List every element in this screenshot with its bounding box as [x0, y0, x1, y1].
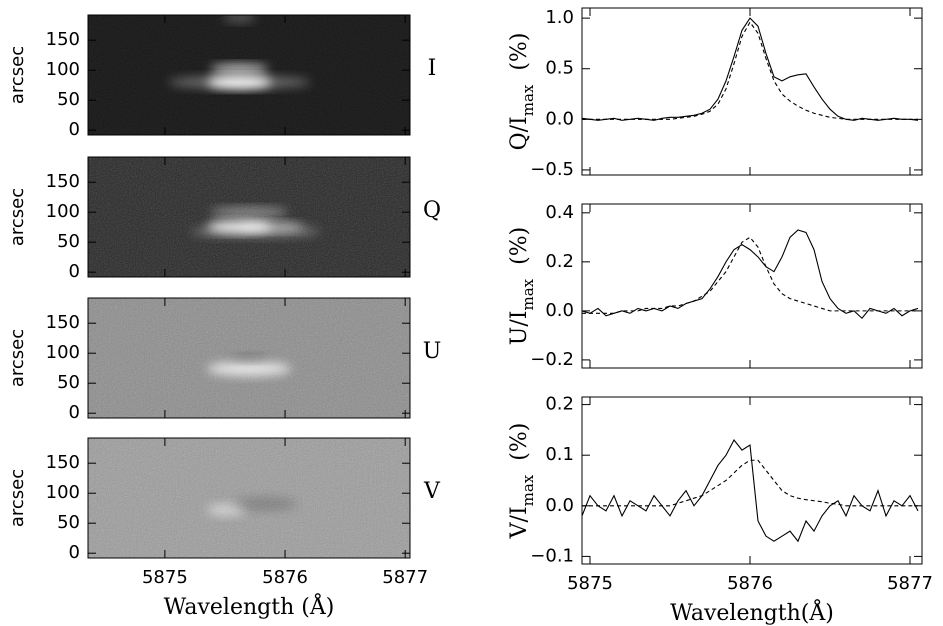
- y-axis-label-sub: max: [519, 84, 537, 116]
- y-tick-label: 100: [46, 201, 80, 222]
- data-line: [582, 459, 918, 507]
- y-axis-label-sub: max: [519, 474, 537, 506]
- y-axis-label: arcsec: [7, 329, 28, 387]
- data-line: [582, 21, 918, 120]
- y-tick-label: 0.1: [545, 444, 574, 465]
- y-tick-label: 150: [46, 29, 80, 50]
- image-noise: [88, 15, 410, 135]
- data-line: [582, 229, 919, 320]
- frame: [581, 7, 923, 176]
- x-tick-label: 5876: [262, 567, 308, 588]
- y-tick-label: 0: [69, 261, 80, 282]
- x-tick-label: 5876: [727, 573, 773, 594]
- y-axis-label: Q/Imax (%): [507, 33, 537, 151]
- x-tick-label: 5875: [567, 573, 613, 594]
- y-axis-label: V/Imax (%): [507, 423, 537, 540]
- y-tick-label: 50: [57, 512, 80, 533]
- frame: [581, 396, 923, 565]
- y-tick-label: 0.2: [545, 251, 574, 272]
- image-noise: [88, 298, 410, 418]
- frame: [87, 437, 411, 559]
- image-features: [88, 157, 410, 277]
- plot-area: [582, 204, 922, 368]
- y-tick-label: 100: [46, 59, 80, 80]
- y-tick-label: 0.0: [545, 108, 574, 129]
- y-tick-label: 1.0: [545, 7, 574, 28]
- image-features: [88, 15, 410, 135]
- y-axis-label: arcsec: [7, 469, 28, 527]
- y-tick-label: −0.1: [530, 545, 574, 566]
- frame: [87, 297, 411, 419]
- y-tick-label: 100: [46, 342, 80, 363]
- image-noise: [88, 157, 410, 277]
- x-axis-label: Wavelength(Å): [670, 598, 834, 626]
- y-tick-label: −0.5: [530, 159, 574, 180]
- y-tick-label: 0: [69, 402, 80, 423]
- y-axis-label-sub: max: [519, 278, 537, 310]
- x-tick-label: 5877: [382, 567, 428, 588]
- y-tick-label: 150: [46, 312, 80, 333]
- frame: [581, 203, 923, 369]
- y-tick-label: 0.0: [545, 495, 574, 516]
- y-tick-label: 0: [69, 119, 80, 140]
- y-axis-label-main: U/I: [507, 311, 532, 346]
- image-features: [88, 298, 410, 418]
- panel-label: Q: [423, 198, 441, 223]
- y-axis-label-main: V/I: [507, 506, 532, 539]
- lines: [582, 17, 919, 121]
- y-axis-label: arcsec: [7, 46, 28, 104]
- y-axis-label-unit: (%): [507, 227, 532, 265]
- plot-area: [582, 8, 922, 175]
- data-line: [582, 17, 919, 121]
- y-axis-label-unit: (%): [507, 423, 532, 461]
- y-tick-label: 150: [46, 452, 80, 473]
- panel-label: I: [428, 56, 437, 81]
- x-axis-label: Wavelength (Å): [164, 592, 335, 620]
- y-tick-label: 0.2: [545, 394, 574, 415]
- y-tick-label: 100: [46, 482, 80, 503]
- y-tick-label: 0.5: [545, 58, 574, 79]
- x-tick-label: 5875: [142, 567, 188, 588]
- y-axis-label: U/Imax (%): [507, 227, 537, 345]
- y-tick-label: 0.0: [545, 300, 574, 321]
- y-tick-label: 0.4: [545, 202, 574, 223]
- y-tick-label: 50: [57, 372, 80, 393]
- panel-label: U: [423, 339, 442, 364]
- image-noise: [88, 438, 410, 558]
- y-axis-label: arcsec: [7, 188, 28, 246]
- lines: [582, 439, 919, 543]
- frame: [87, 14, 411, 136]
- y-tick-label: 150: [46, 171, 80, 192]
- x-tick-label: 5877: [887, 573, 933, 594]
- y-tick-label: 50: [57, 89, 80, 110]
- y-axis-label-unit: (%): [507, 33, 532, 71]
- y-tick-label: 50: [57, 231, 80, 252]
- image-features: [88, 438, 410, 558]
- y-tick-label: 0: [69, 542, 80, 563]
- lines: [582, 229, 919, 320]
- y-tick-label: −0.2: [530, 349, 574, 370]
- y-axis-label-main: Q/I: [507, 116, 532, 150]
- frame: [87, 156, 411, 278]
- plot-area: [582, 397, 922, 564]
- panel-label: V: [423, 479, 441, 504]
- data-line: [582, 236, 918, 314]
